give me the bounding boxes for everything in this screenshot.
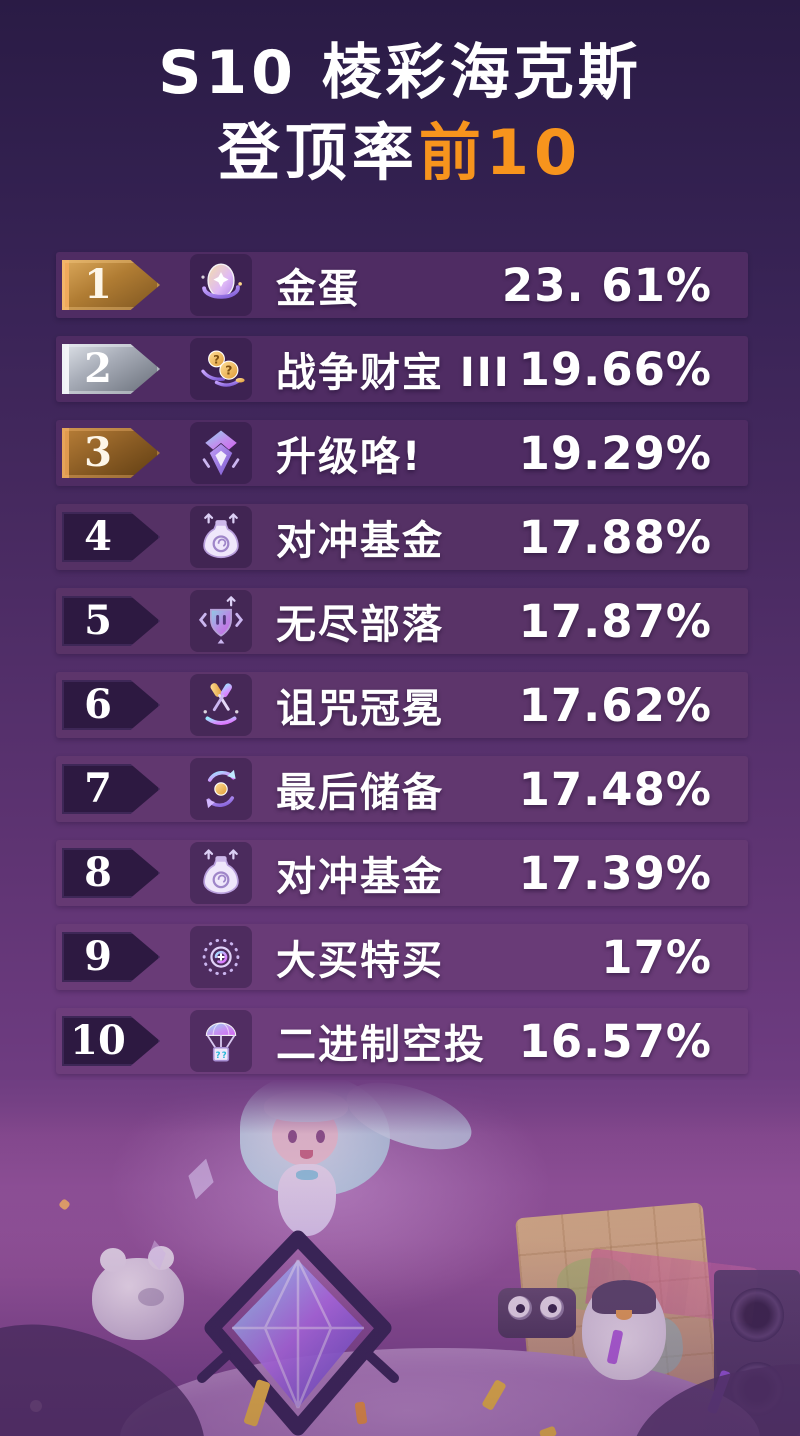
- artwork-pengu-beak: [616, 1310, 632, 1320]
- binary-airdrop-icon: ? ?: [190, 1010, 252, 1072]
- top4-rate: 17.87%: [518, 594, 712, 648]
- rank-badge: 8: [62, 848, 160, 898]
- rank-number: 2: [84, 345, 112, 392]
- artwork-character-mouth: [300, 1150, 313, 1159]
- shopping-spree-icon: [190, 926, 252, 988]
- rank-number: 5: [84, 597, 112, 644]
- title-line2-orange: 前10: [418, 116, 583, 189]
- top4-rate: 16.57%: [518, 1014, 712, 1068]
- golden-egg-icon: [190, 254, 252, 316]
- artwork-robot: [498, 1288, 576, 1338]
- rank-badge: 4: [62, 512, 160, 562]
- svg-text:?: ?: [213, 353, 220, 366]
- artwork-speaker-cone: [730, 1288, 784, 1342]
- top4-rate: 17.62%: [518, 678, 712, 732]
- level-up-icon: [190, 422, 252, 484]
- treasure-coins-icon: ? ?: [190, 338, 252, 400]
- artwork-crystal-trophy: [192, 1228, 404, 1436]
- endless-horde-icon: [190, 590, 252, 652]
- svg-text:?: ?: [225, 364, 232, 378]
- artwork-character-eye: [316, 1130, 325, 1143]
- svg-text:?: ?: [222, 1050, 227, 1060]
- list-item: 1 金蛋 23. 61%: [56, 252, 748, 318]
- artwork-character-bow: [296, 1170, 318, 1180]
- rank-badge: 7: [62, 764, 160, 814]
- list-item: 8 对冲基金 17.39%: [56, 840, 748, 906]
- top4-rate: 17.88%: [518, 510, 712, 564]
- augment-name: 最后储备: [276, 770, 444, 816]
- augment-name: 战争财宝 III: [276, 350, 511, 396]
- rank-badge: 10: [62, 1016, 160, 1066]
- title-line1: S10 棱彩海克斯: [158, 38, 642, 108]
- top4-rate: 19.29%: [518, 426, 712, 480]
- ranking-list: 1 金蛋 23. 61% 2 ?: [56, 252, 748, 1074]
- list-item: 3 升级咯! 19.29%: [56, 420, 748, 486]
- list-item: 5 无尽部落 17.87%: [56, 588, 748, 654]
- title-line2-white: 登顶率: [217, 116, 419, 189]
- artwork-character-eye: [288, 1130, 297, 1143]
- augment-name: 对冲基金: [276, 518, 444, 564]
- artwork-character-bangs: [264, 1090, 348, 1122]
- list-item: 6 诅咒冠冕 17.62%: [56, 672, 748, 738]
- page-title: S10 棱彩海克斯 登顶率前10: [0, 36, 800, 190]
- augment-name: 升级咯!: [276, 434, 423, 480]
- top4-rate: 17.39%: [518, 846, 712, 900]
- top4-rate: 19.66%: [518, 342, 712, 396]
- list-item: 2 ? ? 战争财宝 III 19.66%: [56, 336, 748, 402]
- augment-name: 无尽部落: [276, 602, 444, 648]
- list-item: 9 大买特买 17%: [56, 924, 748, 990]
- augment-name: 金蛋: [276, 266, 360, 312]
- top4-rate: 17%: [601, 930, 712, 984]
- title-line2: 登顶率前10: [0, 116, 800, 190]
- rank-number: 4: [84, 513, 112, 560]
- bottom-artwork: [0, 1080, 800, 1436]
- artwork-pengu-cap: [592, 1280, 656, 1314]
- rank-badge: 2: [62, 344, 160, 394]
- svg-text:?: ?: [216, 1050, 221, 1060]
- artwork-robot-pupil: [548, 1304, 557, 1313]
- augment-name: 大买特买: [276, 938, 444, 984]
- rank-number: 9: [84, 933, 112, 980]
- rank-badge: 6: [62, 680, 160, 730]
- top4-rate: 23. 61%: [501, 258, 712, 312]
- rank-badge: 5: [62, 596, 160, 646]
- rank-number: 6: [84, 681, 112, 728]
- rank-number: 8: [84, 849, 112, 896]
- rank-number: 1: [84, 261, 112, 308]
- artwork-poro-spot: [138, 1288, 164, 1306]
- artwork-poro-ear: [100, 1248, 126, 1272]
- rank-number: 7: [84, 765, 112, 812]
- top4-rate: 17.48%: [518, 762, 712, 816]
- rank-number: 10: [70, 1017, 126, 1064]
- artwork-robot-pupil: [516, 1304, 525, 1313]
- artwork-poro: [92, 1246, 184, 1340]
- list-item: 4 对冲基金 17.88%: [56, 504, 748, 570]
- artwork-pengu: [582, 1280, 666, 1380]
- artwork-confetti: [58, 1198, 71, 1211]
- money-bag-icon: [190, 506, 252, 568]
- rank-badge: 3: [62, 428, 160, 478]
- rank-badge: 9: [62, 932, 160, 982]
- augment-name: 对冲基金: [276, 854, 444, 900]
- final-reserves-icon: [190, 758, 252, 820]
- money-bag-icon: [190, 842, 252, 904]
- list-item: 7 最后储备 17.48%: [56, 756, 748, 822]
- cursed-crown-icon: [190, 674, 252, 736]
- augment-name: 诅咒冠冕: [276, 686, 444, 732]
- list-item: 10 ? ? 二进制空投 16.57%: [56, 1008, 748, 1074]
- rank-number: 3: [84, 429, 112, 476]
- augment-name: 二进制空投: [276, 1022, 486, 1068]
- rank-badge: 1: [62, 260, 160, 310]
